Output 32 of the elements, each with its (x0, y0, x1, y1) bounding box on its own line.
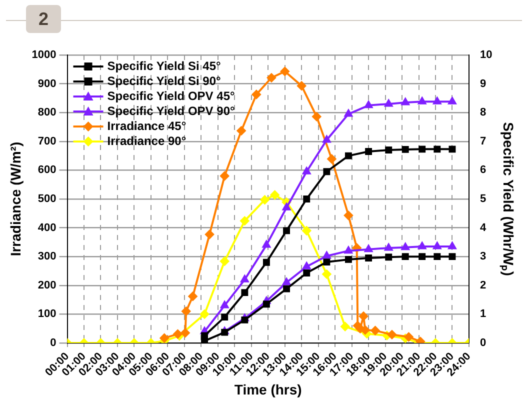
y2-tick-label: 2 (480, 279, 486, 292)
y2-tick-label: 7 (480, 135, 486, 148)
legend-label: Specific Yield Si 45° (107, 58, 221, 73)
y2-tick-label: 10 (480, 49, 492, 62)
text: 2 (26, 5, 61, 33)
y-tick-label: 1000 (32, 49, 56, 62)
y-tick-label: 700 (38, 135, 56, 148)
legend-label: Irradiance 45° (107, 118, 186, 133)
y2-tick-label: 5 (480, 193, 486, 206)
y-tick-label: 100 (38, 308, 56, 320)
y2-tick-label: 3 (480, 250, 486, 263)
legend-label: Specific Yield OPV 90° (107, 104, 235, 118)
y2-tick-label: 6 (480, 164, 486, 176)
y-tick-label: 900 (38, 78, 56, 90)
y-tick-label: 600 (38, 164, 56, 176)
y-axis-title: Irradiance (W/m²) (7, 142, 24, 256)
y-tick-label: 800 (38, 106, 56, 119)
y-tick-label: 400 (38, 222, 56, 234)
y2-tick-label: 9 (480, 78, 486, 90)
y-tick-label: 500 (38, 193, 56, 206)
y2-tick-label: 4 (480, 222, 487, 234)
y2-tick-label: 0 (480, 337, 486, 350)
y2-tick-label: 8 (480, 106, 486, 119)
legend-label: Irradiance 90° (107, 134, 186, 148)
y-tick-label: 300 (38, 250, 56, 263)
y2-axis-title: Specific Yield (Whr/Wₚ) (500, 122, 517, 276)
y2-tick-label: 1 (480, 308, 486, 320)
legend-label: Specific Yield Si 90° (107, 74, 221, 88)
y-tick-label: 200 (38, 279, 56, 292)
y-tick-label: 0 (50, 337, 56, 350)
x-axis-title: Time (hrs) (234, 381, 302, 398)
legend-label: Specific Yield OPV 45° (107, 88, 235, 103)
